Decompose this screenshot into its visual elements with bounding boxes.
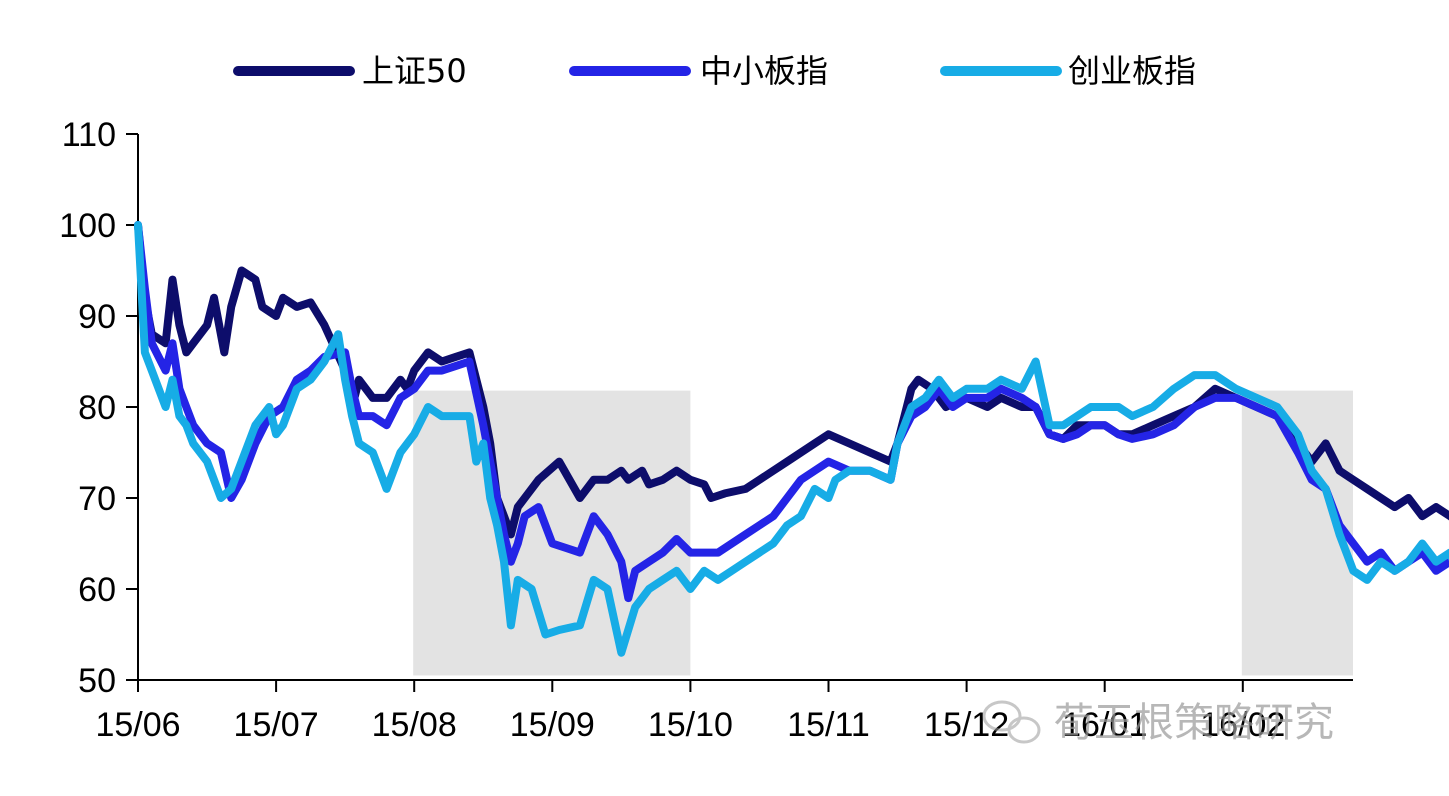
wechat-icon (982, 700, 1041, 744)
legend-label-sme: 中小板指 (700, 52, 828, 90)
x-tick-label: 15/08 (372, 706, 457, 744)
shaded-periods (413, 390, 1353, 676)
watermark: 荀玉根策略研究 (982, 700, 1334, 746)
y-tick-label: 100 (59, 207, 116, 245)
y-tick-label: 70 (78, 480, 116, 518)
series-line-2 (134, 221, 1449, 657)
y-tick-label: 110 (62, 116, 116, 154)
x-tick-label: 15/11 (787, 706, 870, 744)
x-tick-label: 15/07 (234, 706, 319, 744)
x-tick-label: 15/10 (648, 706, 733, 744)
y-tick-label: 80 (78, 389, 116, 427)
legend-label-sse50: 上证50 (362, 52, 467, 90)
legend-label-chinext: 创业板指 (1068, 52, 1196, 90)
y-tick-label: 50 (78, 662, 116, 700)
x-ticks: 15/06 15/07 15/08 15/09 15/10 15/11 15/12 16/01… (95, 680, 1285, 744)
y-tick-label: 60 (78, 571, 116, 609)
axes (126, 134, 1353, 681)
y-tick-label: 90 (78, 298, 116, 336)
y-ticks: 50 60 70 80 90 100 110 (59, 116, 138, 700)
legend-item-sme: 中小板指 (569, 52, 828, 90)
x-tick-label: 16/02 (1200, 706, 1285, 744)
legend-item-sse50: 上证50 (233, 52, 467, 90)
watermark-text: 荀玉根策略研究 (1054, 700, 1334, 746)
series-lines (134, 221, 1449, 657)
x-tick-label: 15/09 (510, 706, 595, 744)
legend: 上证50 中小板指 创业板指 (233, 52, 1196, 90)
x-tick-label: 16/01 (1062, 706, 1147, 744)
x-tick-label: 15/12 (924, 706, 1009, 744)
legend-item-chinext: 创业板指 (940, 52, 1196, 90)
x-tick-label: 15/06 (95, 706, 180, 744)
